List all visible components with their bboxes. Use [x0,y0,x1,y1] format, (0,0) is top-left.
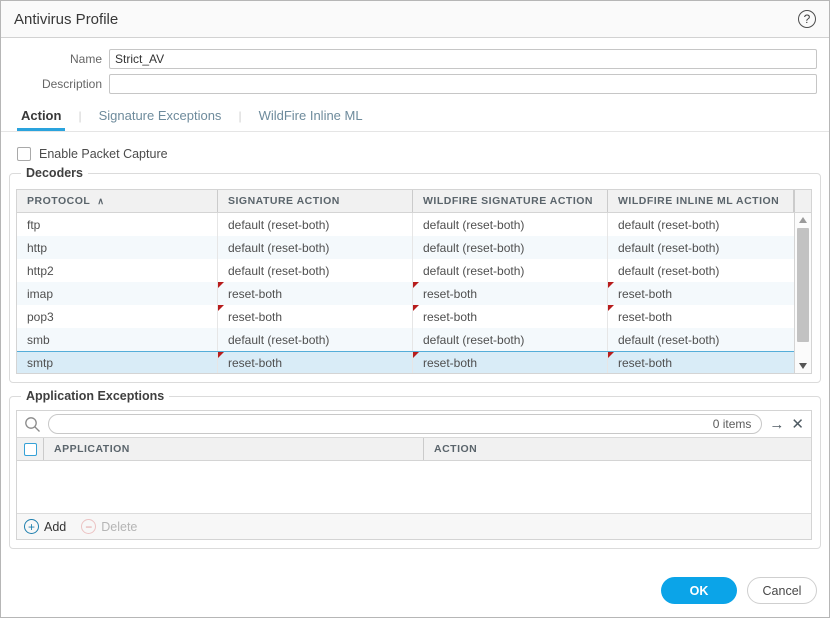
column-header-label: PROTOCOL [27,195,91,207]
packet-capture-label: Enable Packet Capture [39,147,168,161]
search-icon [25,416,40,432]
application-exceptions-fieldset: Application Exceptions 0 items → ✕ APPLI… [9,389,821,549]
name-input[interactable] [109,49,817,69]
cell-wildfire-signature-action: reset-both [413,282,608,305]
decoder-row[interactable]: smtp reset-both reset-both reset-both [17,351,794,373]
column-header-wildfire-inline-ml-action[interactable]: WILDFIRE INLINE ML ACTION [608,190,794,212]
name-label: Name [69,52,102,66]
delete-button-label: Delete [101,519,138,534]
decoder-rows: ftp default (reset-both) default (reset-… [17,213,794,373]
cell-protocol: imap [17,282,218,305]
search-pill: 0 items [48,414,763,434]
cell-signature-action: default (reset-both) [218,328,413,351]
search-input[interactable] [59,417,713,431]
decoder-row[interactable]: pop3 reset-both reset-both reset-both [17,305,794,328]
tab-bar: Action | Signature Exceptions | WildFire… [1,103,829,132]
cell-signature-action: reset-both [218,352,413,373]
cell-protocol: smtp [17,352,218,373]
tab-wildfire-inline-ml[interactable]: WildFire Inline ML [258,108,363,123]
column-header-wildfire-signature-action[interactable]: WILDFIRE SIGNATURE ACTION [413,190,608,212]
cell-signature-action: default (reset-both) [218,259,413,282]
dialog-titlebar: Antivirus Profile ? [1,1,829,38]
add-button-label: Add [44,519,67,534]
description-field-row: Description [1,74,817,94]
decoders-legend: Decoders [21,166,88,180]
application-table-body-empty [17,461,811,513]
cell-wildfire-signature-action: default (reset-both) [413,236,608,259]
header-scrollbar-spacer [794,190,811,212]
add-button[interactable]: + Add [24,519,66,534]
dialog-title: Antivirus Profile [14,10,119,28]
cancel-button[interactable]: Cancel [747,577,817,604]
column-header-protocol[interactable]: PROTOCOL [17,190,218,212]
cell-wildfire-signature-action: default (reset-both) [413,213,608,236]
column-header-action[interactable]: ACTION [434,443,478,455]
cell-signature-action: default (reset-both) [218,236,413,259]
cell-wildfire-inline-ml-action: default (reset-both) [618,332,720,347]
cell-signature-action: reset-both [218,305,413,328]
minus-circle-icon: − [81,519,97,534]
cell-signature-action: default (reset-both) [218,213,413,236]
cell-wildfire-inline-ml-action: default (reset-both) [618,263,720,278]
cell-wildfire-inline-ml-action: reset-both [608,352,794,373]
cell-protocol: http [17,236,218,259]
packet-capture-row: Enable Packet Capture [17,147,829,161]
tab-signature-exceptions[interactable]: Signature Exceptions [98,108,222,123]
cell-protocol: ftp [17,213,218,236]
help-icon[interactable]: ? [798,10,816,28]
decoder-row[interactable]: imap reset-both reset-both reset-both [17,282,794,305]
delete-button[interactable]: − Delete [81,519,137,534]
clear-filter-x-icon[interactable]: ✕ [791,415,804,433]
decoder-row[interactable]: smb default (reset-both) default (reset-… [17,328,794,351]
name-field-row: Name [1,49,817,69]
items-count: 0 items [712,417,752,431]
decoders-fieldset: Decoders PROTOCOL SIGNATURE ACTION WILDF… [9,166,821,383]
cell-protocol: http2 [17,259,218,282]
column-header-application[interactable]: APPLICATION [44,438,424,460]
cell-wildfire-signature-action: default (reset-both) [413,328,608,351]
tab-separator: | [238,109,242,123]
cell-wildfire-signature-action: reset-both [413,352,608,373]
select-all-checkbox[interactable] [23,442,37,456]
apply-filter-arrow-icon[interactable]: → [769,415,785,433]
scroll-down-arrow-icon[interactable] [795,359,811,373]
decoders-table-body: ftp default (reset-both) default (reset-… [17,213,811,373]
sort-asc-icon [97,196,104,207]
cell-signature-action: reset-both [218,282,413,305]
cell-protocol: pop3 [17,305,218,328]
application-table-toolbar: + Add − Delete [17,513,811,539]
cell-wildfire-inline-ml-action: reset-both [608,305,794,328]
search-row: 0 items → ✕ [17,411,811,437]
vertical-scrollbar[interactable] [794,213,811,373]
select-all-cell [17,438,44,460]
dialog-footer: OK Cancel [661,577,817,604]
decoders-table-header: PROTOCOL SIGNATURE ACTION WILDFIRE SIGNA… [17,190,811,213]
cell-protocol: smb [17,328,218,351]
tab-separator: | [78,109,82,123]
decoder-row[interactable]: http default (reset-both) default (reset… [17,236,794,259]
decoder-row[interactable]: http2 default (reset-both) default (rese… [17,259,794,282]
description-input[interactable] [109,74,817,94]
cell-wildfire-inline-ml-action: default (reset-both) [618,240,720,255]
column-header-signature-action[interactable]: SIGNATURE ACTION [218,190,413,212]
ok-button[interactable]: OK [661,577,737,604]
cell-wildfire-inline-ml-action: default (reset-both) [618,217,720,232]
scrollbar-thumb[interactable] [797,228,809,342]
scroll-up-arrow-icon[interactable] [795,213,811,227]
cell-wildfire-signature-action: default (reset-both) [413,259,608,282]
packet-capture-checkbox[interactable] [17,147,31,161]
plus-circle-icon: + [24,519,39,534]
tab-action[interactable]: Action [17,103,66,131]
application-table-header: APPLICATION ACTION [17,437,811,461]
application-exceptions-table: 0 items → ✕ APPLICATION ACTION + Add − [16,410,812,540]
application-exceptions-legend: Application Exceptions [21,389,170,403]
cell-wildfire-signature-action: reset-both [413,305,608,328]
decoder-row[interactable]: ftp default (reset-both) default (reset-… [17,213,794,236]
decoders-table: PROTOCOL SIGNATURE ACTION WILDFIRE SIGNA… [16,189,812,374]
description-label: Description [41,77,102,91]
cell-wildfire-inline-ml-action: reset-both [608,282,794,305]
